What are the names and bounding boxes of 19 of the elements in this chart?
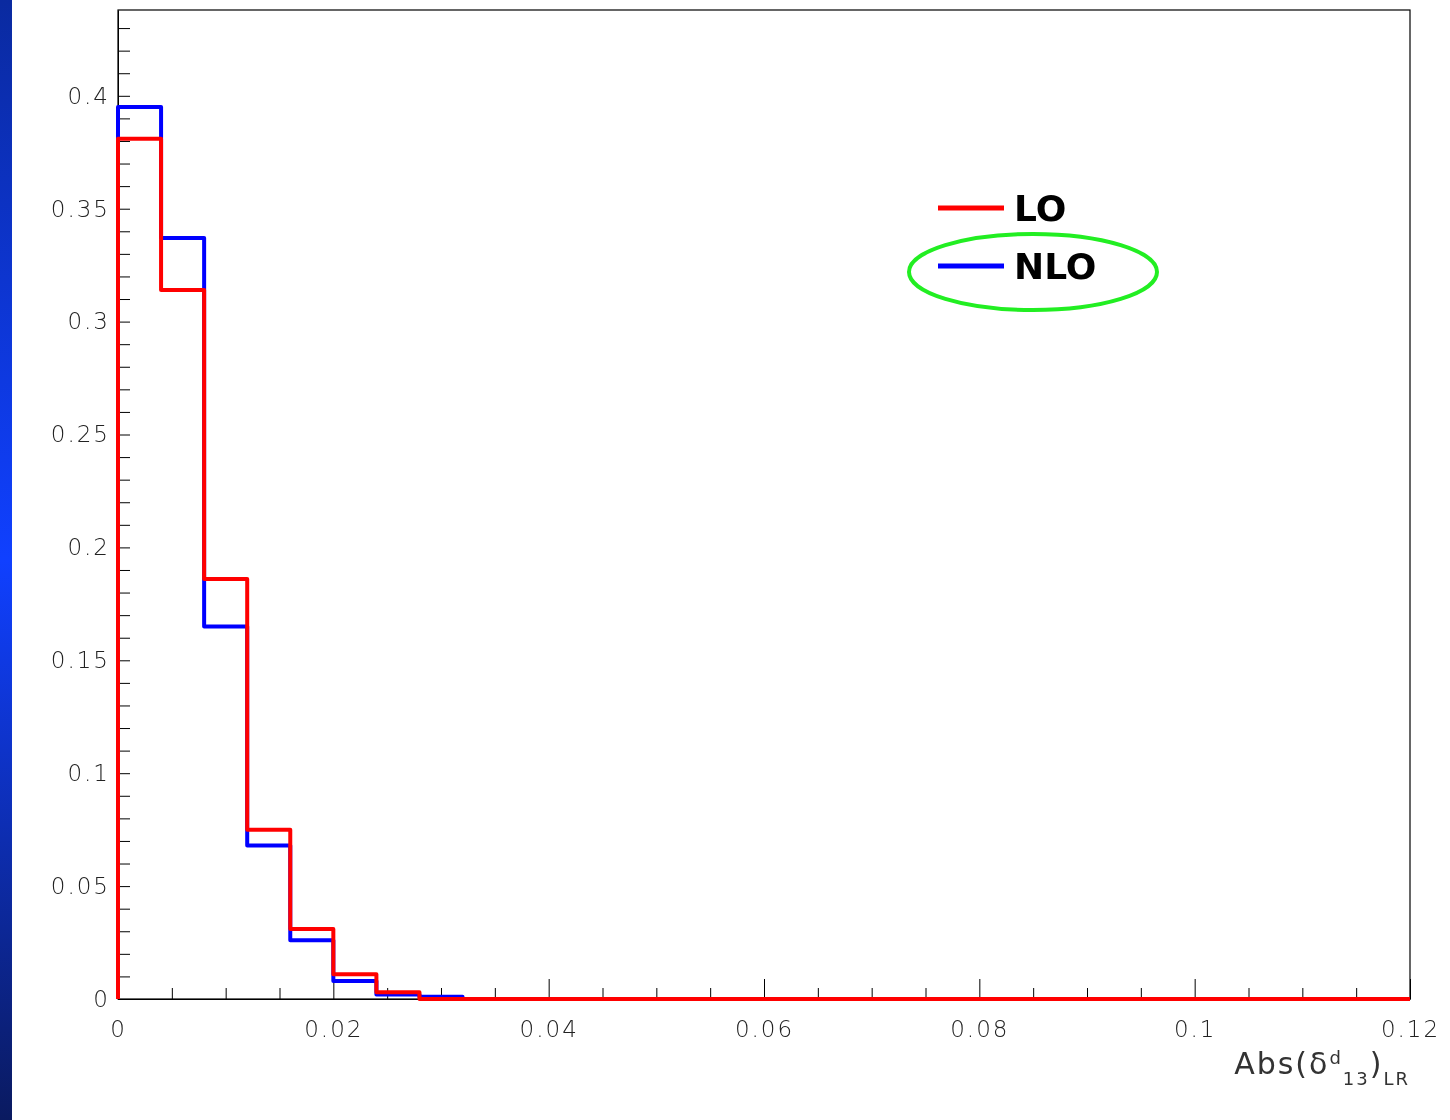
y-tick-label: 0	[93, 985, 110, 1012]
x-tick-label: 0	[110, 1016, 127, 1043]
legend-label: LO	[1014, 188, 1067, 229]
x-tick-label: 0.08	[950, 1016, 1010, 1043]
y-tick-label: 0.35	[50, 195, 110, 222]
x-tick-label: 0.06	[734, 1016, 795, 1043]
y-tick-label: 0.1	[67, 760, 110, 787]
x-tick-label: 0.02	[304, 1016, 364, 1043]
x-tick-label: 0.1	[1173, 1016, 1217, 1043]
x-axis-title: Abs(δ$^{d}$$_{13}$)$_{LR}$	[1234, 1046, 1410, 1089]
y-tick-label: 0.25	[50, 421, 110, 448]
y-tick-label: 0.15	[50, 647, 110, 674]
y-tick-label: 0.3	[67, 308, 110, 335]
y-tick-label: 0.4	[67, 82, 110, 109]
y-tick-label: 0.05	[50, 872, 110, 899]
legend-label: NLO	[1014, 246, 1097, 287]
y-tick-label: 0.2	[67, 534, 110, 561]
x-tick-label: 0.12	[1380, 1016, 1441, 1043]
x-tick-label: 0.04	[519, 1016, 579, 1043]
